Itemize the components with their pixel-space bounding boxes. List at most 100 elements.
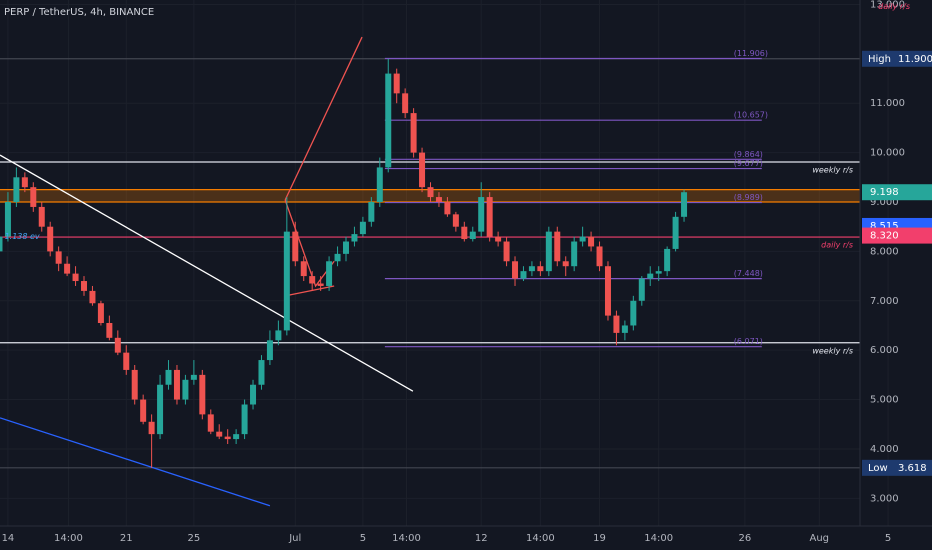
candle-body — [190, 374, 197, 380]
x-tick-label: 21 — [120, 533, 133, 544]
level-label: weekly r/s — [812, 165, 853, 174]
candle-body — [486, 197, 493, 237]
y-tick-label: 10.000 — [870, 148, 905, 159]
candle-body — [13, 177, 20, 203]
price-tag-box — [862, 227, 932, 244]
x-tick-label: Aug — [809, 533, 829, 544]
candle-body — [114, 337, 121, 353]
x-tick-label: 14:00 — [54, 533, 83, 544]
candle-body — [554, 231, 561, 262]
y-tick-label: 5.000 — [870, 395, 899, 406]
candle-body — [621, 325, 628, 333]
fib-label: (7.448) — [734, 269, 763, 278]
y-tick-label: 9.000 — [870, 197, 899, 208]
candle-body — [258, 360, 265, 385]
x-tick-label: 5 — [885, 533, 891, 544]
candle-body — [385, 73, 392, 168]
candle-body — [30, 187, 37, 207]
candle-body — [123, 352, 130, 370]
candle-body — [266, 340, 273, 361]
candle-body — [376, 167, 383, 203]
candle-body — [596, 246, 603, 267]
candle-body — [106, 323, 113, 338]
candle-body — [216, 431, 223, 437]
candle-body — [562, 261, 569, 267]
candle-body — [292, 231, 299, 262]
candle-body — [89, 290, 96, 304]
candle-body — [402, 93, 409, 114]
candle-body — [478, 197, 485, 232]
candle-body — [512, 261, 519, 279]
candle-body — [283, 231, 290, 331]
tag-name-box — [862, 459, 892, 476]
x-tick-label: 14:00 — [526, 533, 555, 544]
candle-body — [588, 236, 595, 247]
candle-body — [233, 434, 240, 440]
candle-body — [410, 113, 417, 153]
y-tick-label: 3.000 — [870, 493, 899, 504]
candle-body — [537, 266, 544, 272]
x-tick-label: 14:00 — [392, 533, 421, 544]
fib-label: (6.071) — [734, 337, 763, 346]
candle-body — [630, 300, 637, 326]
candle-body — [207, 414, 214, 432]
candle-body — [326, 261, 333, 286]
fib-label: (9.677) — [734, 159, 763, 168]
candle-body — [461, 226, 468, 240]
candle-body — [528, 266, 535, 272]
candle-body — [393, 73, 400, 94]
candle-body — [131, 369, 138, 400]
trendline — [0, 154, 414, 392]
y-tick-label: 11.000 — [870, 98, 905, 109]
tag-name-box — [862, 50, 892, 67]
candle-body — [334, 253, 341, 262]
candle-body — [435, 197, 442, 203]
price-tag-box — [862, 184, 932, 201]
fib-label: (11.906) — [734, 49, 768, 58]
candle-body — [157, 384, 164, 435]
candle-body — [300, 261, 307, 277]
level-label: weekly r/s — [812, 346, 853, 355]
candle-body — [545, 231, 552, 272]
candle-body — [579, 236, 586, 242]
candle-body — [0, 236, 3, 252]
candle-body — [503, 241, 510, 262]
x-tick-label: 12 — [475, 533, 488, 544]
x-tick-label: 26 — [739, 533, 752, 544]
candle-body — [165, 369, 172, 385]
candle-body — [173, 369, 180, 400]
candle-body — [81, 281, 88, 291]
y-tick-label: 8.000 — [870, 246, 899, 257]
x-tick-label: 14:00 — [644, 533, 673, 544]
tag-name: Low — [868, 463, 888, 474]
trendline — [285, 285, 335, 297]
candle-body — [309, 276, 316, 284]
x-tick-label: 19 — [593, 533, 606, 544]
price-tag-box — [892, 459, 932, 476]
price-tag: 11.900 — [898, 54, 932, 65]
y-tick-label: 6.000 — [870, 345, 899, 356]
x-tick-label: 14 — [2, 533, 15, 544]
candle-body — [64, 263, 71, 274]
candle-body — [148, 421, 155, 435]
candle-body — [495, 236, 502, 242]
candle-body — [38, 206, 45, 227]
candle-body — [275, 330, 282, 341]
chart-title: PERP / TetherUS, 4h, BINANCE — [4, 7, 154, 18]
candle-body — [224, 436, 231, 440]
candle-body — [419, 152, 426, 188]
candle-body — [140, 399, 147, 422]
fib-label: (10.657) — [734, 111, 768, 120]
candle-body — [97, 303, 104, 324]
candle-body — [199, 374, 206, 415]
candle-body — [469, 231, 476, 240]
candle-body — [681, 192, 688, 217]
candle-body — [613, 315, 620, 333]
trendline — [0, 417, 271, 507]
price-tag: 8.320 — [870, 231, 899, 242]
x-tick-label: Jul — [288, 533, 301, 544]
x-tick-label: 25 — [188, 533, 201, 544]
price-tag: 9.198 — [870, 187, 899, 198]
fib-label: (9.864) — [734, 150, 763, 159]
